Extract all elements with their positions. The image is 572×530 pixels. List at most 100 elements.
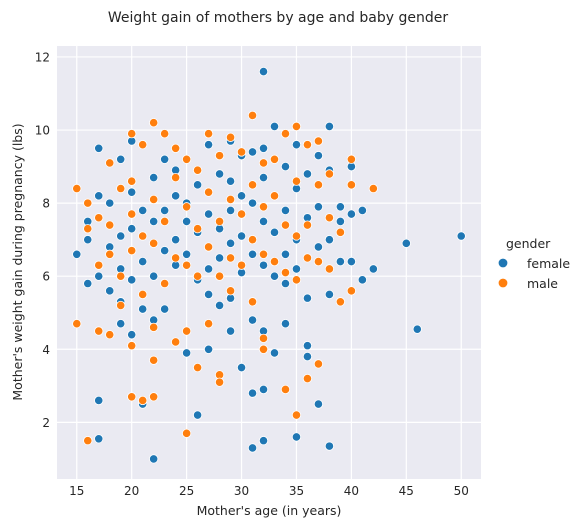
x-tick-label: 30	[234, 484, 249, 498]
female-point	[160, 246, 170, 256]
female-point	[72, 249, 82, 259]
male-point	[171, 253, 181, 263]
female-point	[280, 319, 291, 329]
female-point	[83, 235, 93, 245]
female-point	[127, 275, 137, 285]
female-point	[324, 235, 335, 245]
male-point	[214, 151, 225, 161]
y-tick-label: 4	[42, 343, 50, 357]
male-point	[193, 271, 203, 281]
female-point	[258, 172, 269, 183]
female-point	[313, 151, 324, 161]
data-points	[72, 66, 466, 464]
female-point	[335, 202, 345, 212]
male-point	[127, 341, 137, 351]
male-point	[182, 326, 192, 336]
female-point	[258, 143, 269, 153]
male-point	[149, 392, 159, 402]
female-point	[258, 216, 269, 226]
female-point	[160, 304, 170, 314]
female-point	[247, 388, 258, 398]
male-point	[324, 169, 335, 179]
series-male	[72, 110, 378, 446]
male-point	[280, 267, 291, 278]
y-tick-label: 8	[42, 197, 50, 211]
legend: gender female male	[497, 236, 570, 291]
male-point	[193, 362, 203, 373]
male-point	[258, 158, 269, 168]
male-point	[280, 384, 291, 395]
male-point	[203, 187, 214, 197]
female-point	[346, 256, 356, 267]
female-point	[269, 227, 280, 237]
female-point	[171, 235, 181, 245]
y-tick-label: 10	[35, 124, 50, 138]
female-point	[368, 264, 378, 274]
x-tick-label: 50	[454, 484, 469, 498]
x-tick-label: 40	[344, 484, 359, 498]
female-point	[324, 441, 335, 451]
male-point	[302, 220, 313, 230]
female-point	[138, 205, 148, 216]
male-point	[203, 242, 214, 252]
male-point	[291, 410, 302, 420]
female-point	[247, 315, 258, 325]
female-point	[236, 231, 247, 241]
male-point	[83, 436, 93, 446]
male-point	[247, 235, 258, 245]
female-point	[357, 275, 367, 285]
male-point	[291, 275, 302, 285]
male-point	[138, 289, 148, 300]
male-point	[127, 129, 137, 139]
male-point	[105, 249, 115, 259]
male-point	[346, 180, 356, 190]
male-point	[258, 333, 269, 343]
female-point	[127, 330, 137, 340]
female-point	[291, 264, 302, 274]
male-point	[171, 337, 181, 347]
female-point	[247, 249, 258, 259]
plot-area	[57, 46, 481, 479]
male-point	[127, 176, 137, 186]
female-point	[182, 249, 192, 259]
female-point	[94, 143, 104, 153]
female-point	[171, 191, 181, 201]
male-point	[247, 297, 258, 307]
y-tick-label: 12	[35, 50, 50, 64]
male-point	[247, 110, 258, 121]
male-point	[324, 264, 335, 274]
male-point	[335, 227, 345, 237]
female-point	[214, 300, 225, 311]
male-point	[225, 194, 236, 205]
y-axis-label: Mother's weight gain during pregnancy (l…	[10, 123, 25, 400]
male-point	[225, 132, 236, 142]
male-point	[160, 129, 170, 139]
female-point	[313, 399, 324, 409]
male-point	[182, 154, 192, 164]
female-point	[193, 180, 203, 190]
y-tick-label: 6	[42, 270, 50, 284]
male-point	[94, 326, 104, 336]
male-point	[214, 216, 225, 226]
female-point	[203, 264, 214, 274]
male-point	[346, 154, 356, 164]
male-point	[105, 220, 115, 230]
male-point	[225, 286, 236, 296]
male-point	[302, 373, 313, 384]
female-point	[193, 410, 203, 420]
male-point	[83, 198, 93, 208]
male-point	[236, 209, 247, 219]
female-point	[258, 66, 269, 77]
female-point	[149, 172, 159, 183]
male-point	[203, 129, 214, 139]
male-point	[214, 377, 225, 387]
male-point	[313, 359, 324, 369]
male-point	[313, 180, 324, 190]
male-point	[127, 392, 137, 402]
male-point	[171, 172, 181, 183]
female-point	[258, 384, 269, 395]
y-tick-label: 2	[42, 416, 50, 430]
male-point	[269, 256, 280, 267]
legend-marker-female	[497, 257, 509, 269]
female-point	[94, 395, 104, 406]
